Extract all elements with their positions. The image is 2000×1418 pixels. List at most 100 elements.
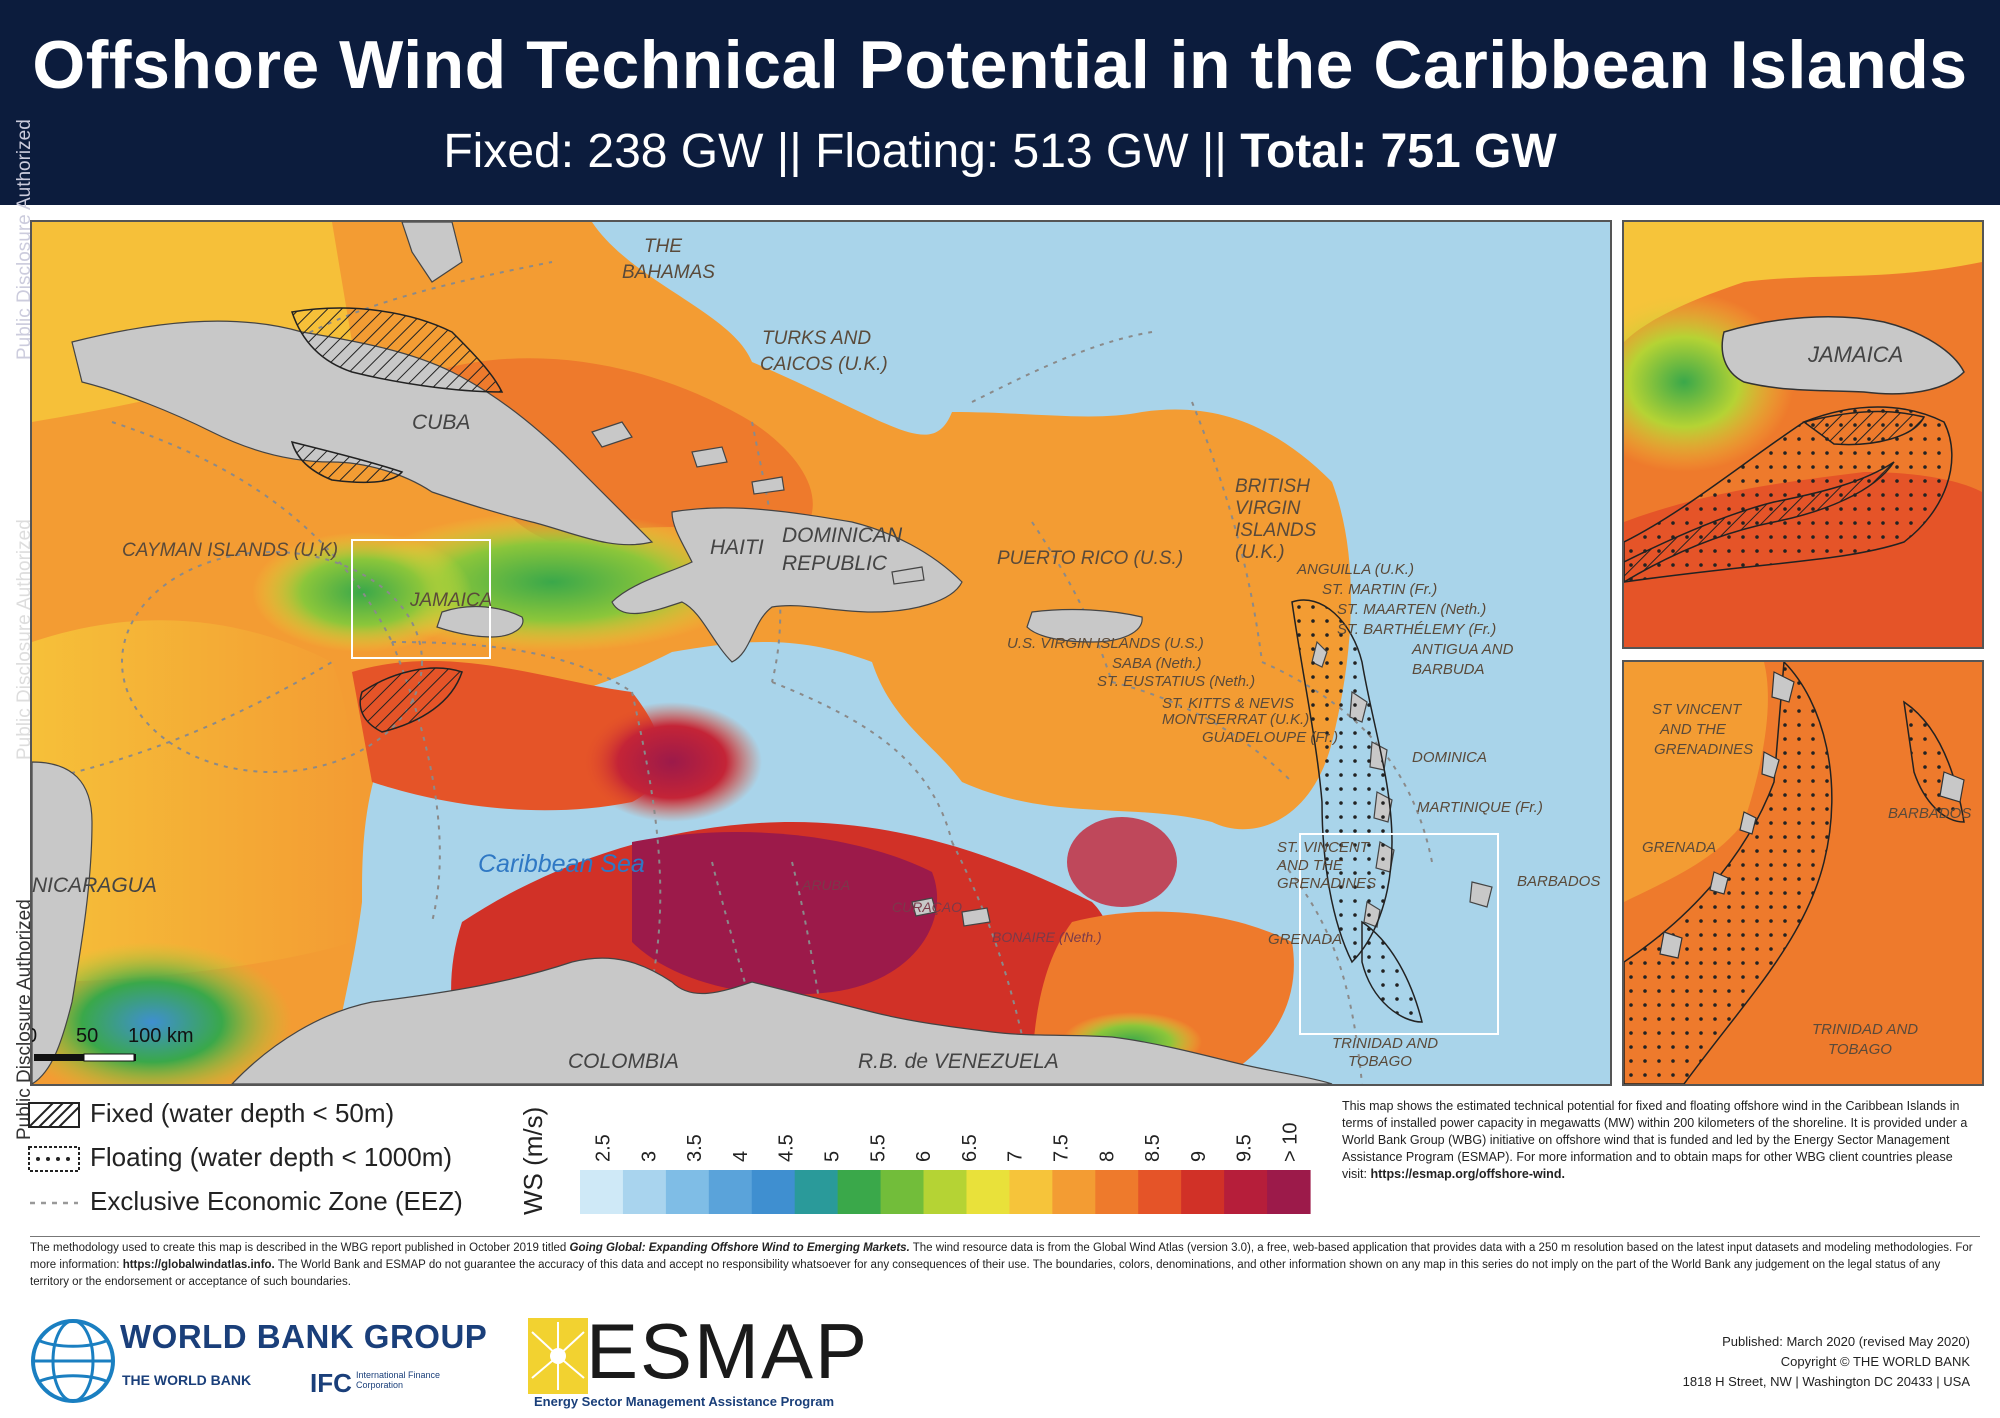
label-haiti: HAITI bbox=[710, 536, 764, 559]
label-st-vincent-3: GRENADINES bbox=[1277, 875, 1376, 892]
colorbar-swatch bbox=[837, 1170, 882, 1214]
colorbar-tick-label: 4 bbox=[730, 1151, 752, 1162]
separator: || bbox=[776, 125, 802, 178]
colorbar-swatch bbox=[966, 1170, 1011, 1214]
publication-info: Published: March 2020 (revised May 2020)… bbox=[1500, 1332, 1970, 1392]
island bbox=[891, 566, 925, 585]
colorbar-swatch bbox=[1052, 1170, 1096, 1214]
label-dominica: DOMINICA bbox=[1412, 749, 1487, 766]
esmap-logo: ESMAP bbox=[586, 1307, 870, 1395]
colorbar-swatch bbox=[1181, 1170, 1225, 1214]
label-anguilla: ANGUILLA (U.K.) bbox=[1296, 561, 1414, 578]
bonaire bbox=[961, 907, 991, 927]
dashed-line-icon bbox=[30, 1201, 78, 1205]
label-jamaica: JAMAICA bbox=[409, 590, 492, 611]
wind-hotspot-haiti bbox=[582, 702, 762, 822]
colorbar-tick-label: 8 bbox=[1096, 1151, 1118, 1162]
colorbar-tick-label: 7 bbox=[1005, 1151, 1027, 1162]
inset-label-st-vincent-3: GRENADINES bbox=[1654, 741, 1753, 758]
colorbar-tick-label: 3 bbox=[638, 1151, 660, 1162]
inset-jamaica-label: JAMAICA bbox=[1807, 342, 1903, 367]
island bbox=[751, 476, 785, 495]
south-america bbox=[231, 957, 1333, 1084]
label-saba: SABA (Neth.) bbox=[1112, 655, 1201, 672]
footer-divider bbox=[30, 1236, 1980, 1237]
esmap-sun-icon bbox=[528, 1318, 588, 1394]
colorbar-tick-label: 7.5 bbox=[1051, 1134, 1073, 1162]
colorbar-swatch bbox=[708, 1170, 753, 1214]
label-venezuela: R.B. de VENEZUELA bbox=[858, 1050, 1059, 1073]
methodology-note: The methodology used to create this map … bbox=[30, 1240, 1980, 1291]
inset-marker-jamaica[interactable] bbox=[351, 539, 491, 659]
colorbar-swatch bbox=[1009, 1170, 1053, 1214]
label-cayman: CAYMAN ISLANDS (U.K) bbox=[122, 540, 338, 561]
inset-windward-islands[interactable]: ST VINCENT AND THE GRENADINES BARBADOS G… bbox=[1622, 660, 1984, 1086]
inset-label-st-vincent-2: AND THE bbox=[1659, 721, 1727, 738]
nicaragua bbox=[32, 761, 93, 1084]
label-dominican-1: DOMINICAN bbox=[782, 524, 903, 547]
colorbar-tick-label: 9.5 bbox=[1234, 1134, 1256, 1162]
label-aruba: ARUBA bbox=[801, 877, 850, 893]
methodology-text-1: The methodology used to create this map … bbox=[30, 1242, 567, 1254]
ifc-logo: IFC bbox=[310, 1368, 352, 1398]
esmap-subtitle: Energy Sector Management Assistance Prog… bbox=[534, 1394, 835, 1409]
separator: || bbox=[1201, 125, 1227, 178]
label-trinidad-1: TRINIDAD AND bbox=[1332, 1035, 1438, 1052]
colorbar-swatch bbox=[794, 1170, 839, 1214]
label-montserrat: MONTSERRAT (U.K.) bbox=[1162, 711, 1309, 728]
colorbar-tick-label: 5 bbox=[821, 1151, 843, 1162]
colorbar-swatch bbox=[1138, 1170, 1182, 1214]
wind-lowzone-cuba-south bbox=[252, 532, 472, 652]
colorbar-tick-label: 9 bbox=[1188, 1151, 1210, 1162]
colorbar-tick-label: 8.5 bbox=[1142, 1134, 1164, 1162]
colorbar-swatch bbox=[580, 1170, 624, 1214]
label-bvi-2: VIRGIN bbox=[1235, 498, 1301, 519]
label-bahamas-1: THE bbox=[644, 236, 682, 257]
label-cuba: CUBA bbox=[412, 411, 470, 434]
colorbar-swatch bbox=[751, 1170, 796, 1214]
map-subtitle: Fixed: 238 GW || Floating: 513 GW || Tot… bbox=[0, 124, 2000, 179]
label-antigua-1: ANTIGUA AND bbox=[1411, 641, 1514, 658]
wind-hotspot-guajira bbox=[632, 832, 938, 995]
label-st-kitts: ST. KITTS & NEVIS bbox=[1162, 695, 1294, 712]
map-legend: Fixed (water depth < 50m) Floating (wate… bbox=[28, 1098, 528, 1228]
label-bvi-1: BRITISH bbox=[1235, 476, 1310, 497]
world-bank-group-logo: WORLD BANK GROUP bbox=[120, 1318, 488, 1355]
inset-marker-windward[interactable] bbox=[1299, 833, 1499, 1035]
label-colombia: COLOMBIA bbox=[568, 1050, 679, 1073]
inset-windward-canvas: ST VINCENT AND THE GRENADINES BARBADOS G… bbox=[1624, 662, 1982, 1084]
hatch-icon bbox=[28, 1102, 80, 1128]
wind-speed-colorbar: 2.5 3 3.5 4 4.5 5 5.5 6 6.5 7 7.5 8 8.5 9 9.5 > 10 bbox=[578, 1098, 1312, 1216]
inset-jamaica[interactable]: JAMAICA bbox=[1622, 220, 1984, 649]
dots-icon bbox=[28, 1146, 80, 1172]
label-st-martin: ST. MARTIN (Fr.) bbox=[1322, 581, 1437, 598]
aruba-curacao bbox=[911, 897, 937, 917]
inset-label-trinidad-2: TOBAGO bbox=[1828, 1041, 1892, 1058]
colorbar-swatch bbox=[665, 1170, 710, 1214]
description-link[interactable]: https://esmap.org/offshore-wind. bbox=[1370, 1167, 1565, 1181]
label-st-vincent-1: ST. VINCENT bbox=[1277, 839, 1371, 856]
colorbar-tick-label: 6 bbox=[913, 1151, 935, 1162]
copyright: Copyright © THE WORLD BANK bbox=[1780, 1354, 1970, 1369]
fixed-zones bbox=[290, 307, 1423, 1023]
methodology-report-title: Going Global: Expanding Offshore Wind to… bbox=[569, 1242, 910, 1254]
label-turks-2: CAICOS (U.K.) bbox=[760, 354, 888, 375]
label-grenada: GRENADA bbox=[1268, 931, 1342, 948]
address: 1818 H Street, NW | Washington DC 20433 … bbox=[1682, 1374, 1970, 1389]
label-martinique: MARTINIQUE (Fr.) bbox=[1417, 799, 1543, 816]
scale-tick-0: 0 bbox=[32, 1025, 37, 1047]
main-map[interactable]: THE BAHAMAS TURKS AND CAICOS (U.K.) CUBA… bbox=[30, 220, 1612, 1086]
legend-eez-label: Exclusive Economic Zone (EEZ) bbox=[90, 1186, 463, 1216]
colorbar-tick-label: > 10 bbox=[1280, 1123, 1302, 1162]
label-usvi: U.S. VIRGIN ISLANDS (U.S.) bbox=[1007, 635, 1204, 652]
methodology-link[interactable]: https://globalwindatlas.info. bbox=[122, 1259, 275, 1271]
map-description: This map shows the estimated technical p… bbox=[1342, 1098, 1970, 1183]
colorbar-tick-label: 3.5 bbox=[684, 1134, 706, 1162]
colorbar-swatch bbox=[622, 1170, 667, 1214]
label-nicaragua: NICARAGUA bbox=[32, 874, 157, 897]
legend-floating-label: Floating (water depth < 1000m) bbox=[90, 1142, 453, 1172]
island bbox=[691, 446, 728, 468]
inset-jamaica-island bbox=[1721, 316, 1965, 395]
scale-tick-100: 100 km bbox=[128, 1025, 194, 1047]
label-bahamas-2: BAHAMAS bbox=[622, 262, 715, 283]
